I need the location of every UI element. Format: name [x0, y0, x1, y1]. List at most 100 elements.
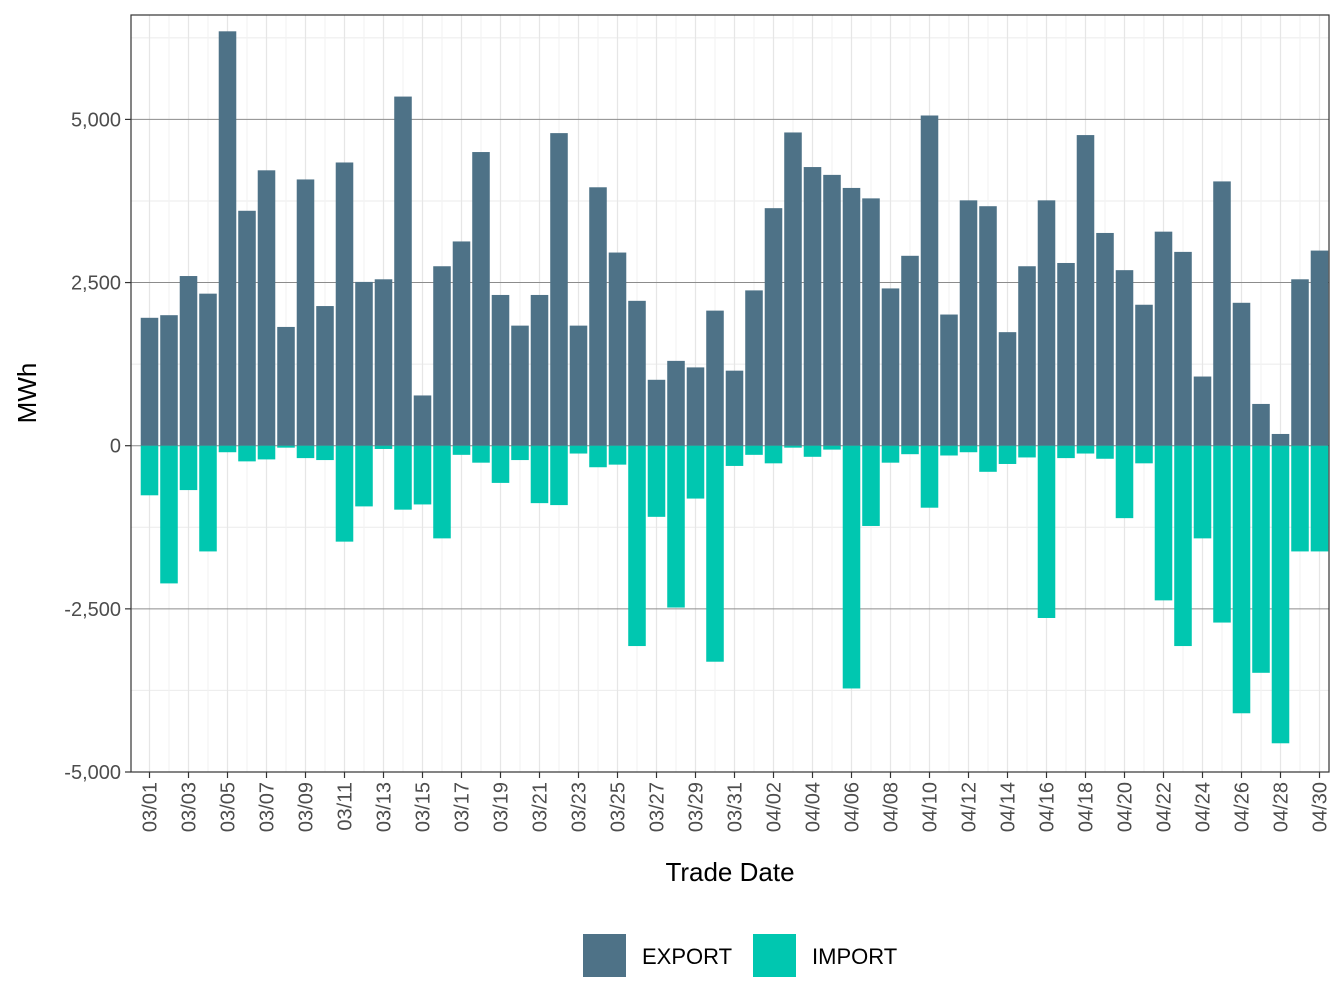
bar-export-03-25 — [608, 252, 627, 446]
bar-export-04-25 — [1213, 181, 1231, 446]
bar-export-03-24 — [589, 187, 607, 446]
bar-import-03-27 — [647, 445, 666, 517]
bar-import-04-11 — [940, 445, 958, 456]
bar-import-03-01 — [140, 445, 159, 496]
y-tick-label: 2,500 — [71, 273, 121, 295]
bar-export-04-03 — [784, 132, 802, 446]
bar-import-03-19 — [491, 445, 510, 483]
bar-import-03-21 — [530, 445, 549, 504]
bars — [140, 31, 1329, 744]
bar-export-04-19 — [1096, 232, 1114, 446]
bar-export-03-28 — [667, 360, 685, 446]
bar-import-04-01 — [745, 445, 763, 455]
bar-export-04-20 — [1115, 270, 1134, 446]
legend-label-export: EXPORT — [642, 944, 732, 969]
x-tick-label: 04/28 — [1271, 782, 1293, 832]
x-tick-label: 04/30 — [1310, 782, 1332, 832]
bar-export-03-20 — [511, 325, 529, 446]
bar-import-03-11 — [335, 445, 354, 542]
bar-import-04-09 — [901, 445, 919, 455]
bar-export-04-10 — [920, 115, 939, 446]
bar-export-03-29 — [686, 367, 705, 446]
bar-export-04-24 — [1193, 376, 1212, 446]
x-tick-label: 04/24 — [1193, 782, 1215, 832]
bar-export-03-15 — [413, 395, 432, 446]
bar-import-03-04 — [199, 445, 217, 552]
x-tick-label: 03/13 — [374, 782, 396, 832]
bar-export-03-27 — [647, 379, 666, 446]
x-tick-label: 03/03 — [179, 782, 201, 832]
bar-export-04-07 — [862, 198, 880, 446]
plot-panel-border — [130, 14, 1330, 773]
x-tick-label: 03/19 — [491, 782, 513, 832]
bar-import-03-13 — [374, 445, 393, 449]
x-tick-label: 03/05 — [218, 782, 240, 832]
bar-export-04-27 — [1252, 403, 1270, 446]
y-tick-label: 0 — [110, 436, 121, 458]
bar-import-03-08 — [277, 445, 295, 448]
bar-import-04-30 — [1310, 445, 1329, 552]
x-tick-label: 04/04 — [803, 782, 825, 832]
x-tick-label: 03/17 — [452, 782, 474, 832]
bar-export-04-16 — [1037, 200, 1056, 446]
bar-import-03-16 — [433, 445, 451, 539]
bar-export-04-14 — [998, 332, 1017, 446]
x-tick-label: 03/29 — [686, 782, 708, 832]
bar-import-03-12 — [355, 445, 373, 507]
bar-import-03-30 — [706, 445, 724, 662]
bar-export-04-04 — [803, 167, 822, 446]
x-tick-label: 03/31 — [725, 782, 747, 832]
x-tick-label: 04/14 — [998, 782, 1020, 832]
bar-export-03-21 — [530, 294, 549, 446]
bar-import-03-18 — [472, 445, 490, 463]
x-tick-label: 03/09 — [296, 782, 318, 832]
x-axis: 03/01 03/03 03/05 03/07 03/09 03/11 03/13 03/15… — [140, 772, 1332, 832]
bar-export-04-22 — [1154, 231, 1173, 446]
bar-export-04-17 — [1057, 262, 1075, 446]
bar-export-04-30 — [1310, 250, 1329, 446]
bar-import-03-02 — [160, 445, 178, 584]
bar-export-03-01 — [140, 317, 159, 446]
bar-import-04-17 — [1057, 445, 1075, 459]
x-tick-label: 03/01 — [140, 782, 162, 832]
bar-import-04-22 — [1154, 445, 1173, 601]
bar-import-04-28 — [1271, 445, 1290, 744]
bar-import-04-03 — [784, 445, 802, 448]
bar-import-03-05 — [218, 445, 237, 453]
bar-import-04-23 — [1174, 445, 1192, 647]
bar-export-03-04 — [199, 293, 217, 446]
legend-label-import: IMPORT — [812, 944, 897, 969]
bar-import-04-27 — [1252, 445, 1270, 673]
bar-import-04-20 — [1115, 445, 1134, 519]
bar-import-04-15 — [1018, 445, 1036, 458]
bar-import-04-16 — [1037, 445, 1056, 618]
x-tick-label: 04/02 — [764, 782, 786, 832]
legend-key-export — [583, 934, 626, 977]
x-tick-label: 04/12 — [959, 782, 981, 832]
bar-export-04-26 — [1232, 302, 1251, 446]
x-tick-label: 04/26 — [1232, 782, 1254, 832]
bar-export-03-14 — [394, 96, 412, 446]
bar-export-03-03 — [179, 276, 198, 446]
bar-export-03-07 — [257, 170, 276, 446]
bar-export-04-18 — [1076, 135, 1095, 446]
x-tick-label: 03/23 — [569, 782, 591, 832]
bar-import-03-15 — [413, 445, 432, 505]
bar-export-03-31 — [725, 370, 744, 446]
bar-import-04-04 — [803, 445, 822, 457]
x-tick-label: 04/20 — [1115, 782, 1137, 832]
bar-import-03-24 — [589, 445, 607, 468]
bar-export-03-12 — [355, 281, 373, 446]
bar-import-04-05 — [823, 445, 841, 450]
bar-import-04-12 — [959, 445, 978, 453]
bar-export-04-01 — [745, 290, 763, 446]
x-axis-title: Trade Date — [665, 857, 794, 887]
bar-import-04-26 — [1232, 445, 1251, 714]
bar-import-04-08 — [881, 445, 900, 463]
bar-export-04-05 — [823, 174, 841, 446]
bar-export-03-23 — [569, 325, 588, 446]
bar-import-04-21 — [1135, 445, 1153, 464]
legend: EXPORT IMPORT — [583, 934, 897, 977]
bar-import-04-24 — [1193, 445, 1212, 539]
